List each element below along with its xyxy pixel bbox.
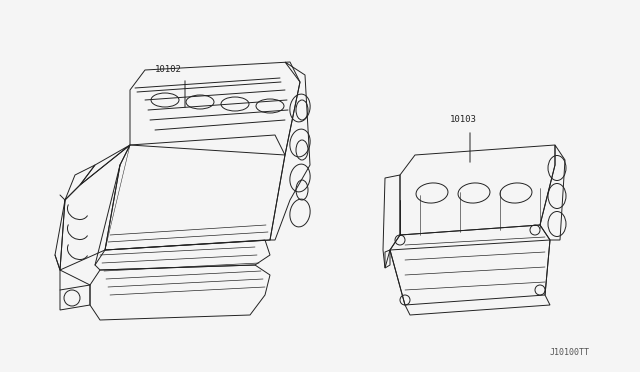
- Text: 10102: 10102: [155, 65, 182, 74]
- Text: J10100TT: J10100TT: [550, 348, 590, 357]
- Text: 10103: 10103: [450, 115, 477, 124]
